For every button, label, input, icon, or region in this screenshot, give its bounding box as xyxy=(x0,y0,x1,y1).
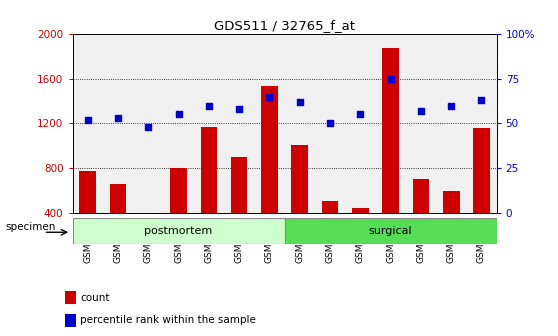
Bar xyxy=(382,48,399,258)
Bar xyxy=(321,201,338,258)
Point xyxy=(83,117,92,123)
Point xyxy=(416,108,425,114)
Title: GDS511 / 32765_f_at: GDS511 / 32765_f_at xyxy=(214,19,355,33)
Point xyxy=(447,103,456,108)
Bar xyxy=(73,218,285,244)
Bar xyxy=(170,168,187,258)
Bar xyxy=(65,314,76,327)
Point xyxy=(235,107,244,112)
Point xyxy=(325,121,334,126)
Text: count: count xyxy=(80,293,110,303)
Text: specimen: specimen xyxy=(6,222,56,232)
Bar xyxy=(443,191,460,258)
Bar xyxy=(261,86,278,258)
Point xyxy=(144,124,153,130)
Bar xyxy=(412,178,429,258)
Bar xyxy=(231,157,247,258)
Point xyxy=(477,97,486,103)
Point xyxy=(386,76,395,81)
Point xyxy=(113,115,122,121)
Text: postmortem: postmortem xyxy=(145,226,213,236)
Point xyxy=(356,112,365,117)
Bar xyxy=(285,218,497,244)
Bar xyxy=(65,291,76,304)
Point xyxy=(174,112,183,117)
Point xyxy=(295,99,304,104)
Point xyxy=(265,94,274,99)
Bar xyxy=(473,128,490,258)
Bar xyxy=(291,145,308,258)
Bar xyxy=(200,127,217,258)
Text: percentile rank within the sample: percentile rank within the sample xyxy=(80,316,256,325)
Bar xyxy=(352,208,369,258)
Bar xyxy=(140,218,157,258)
Text: surgical: surgical xyxy=(369,226,412,236)
Bar xyxy=(109,184,126,258)
Point xyxy=(204,103,213,108)
Bar xyxy=(79,171,96,258)
